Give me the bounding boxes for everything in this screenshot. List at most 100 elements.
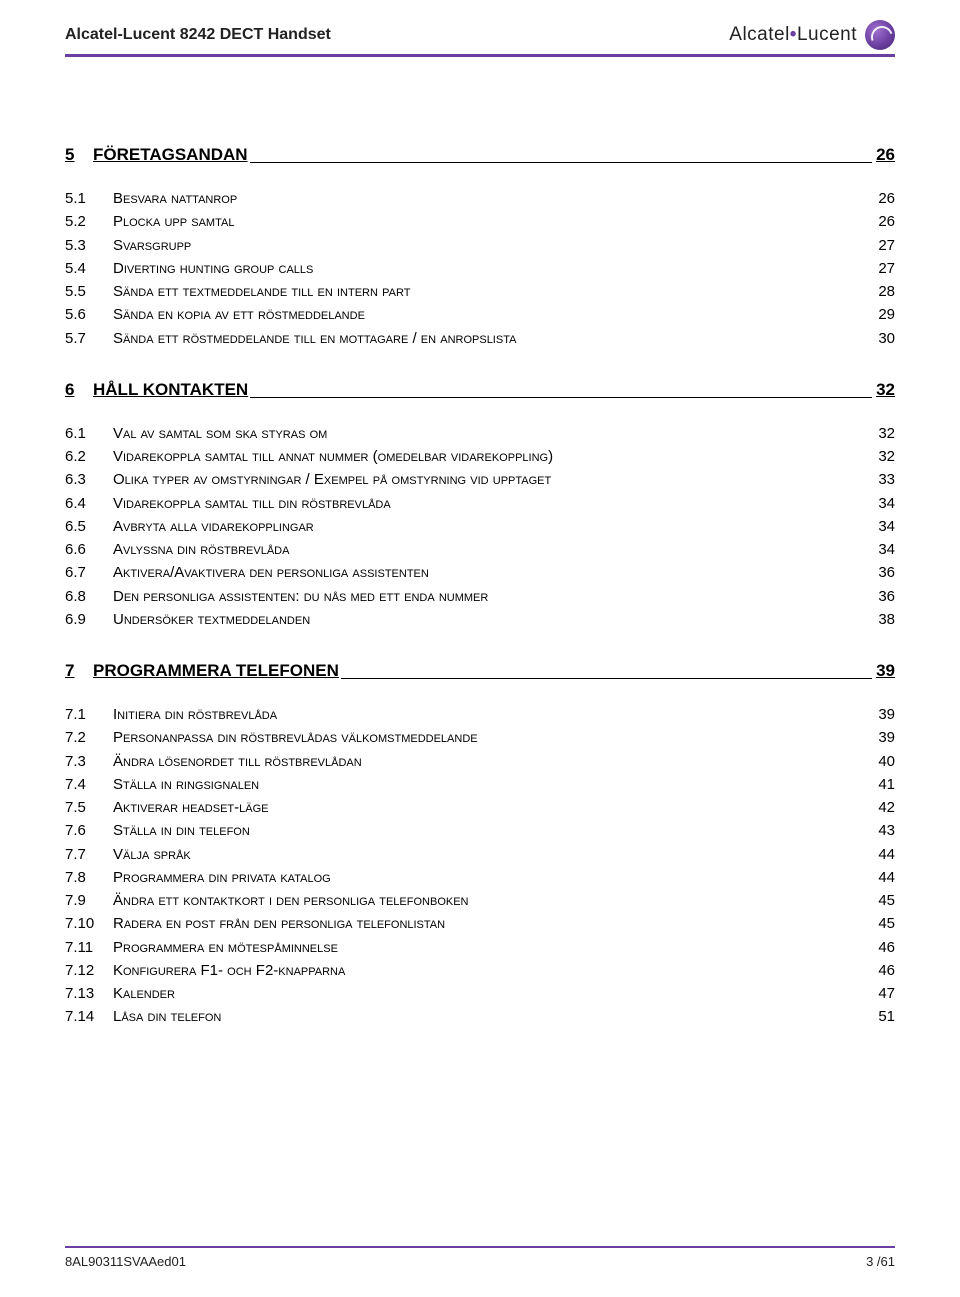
toc-entry-page: 43 [868,819,895,842]
toc-entry-label: Avbryta alla vidarekopplingar [113,515,868,538]
toc-entry-number: 7.6 [65,819,113,842]
toc-entry-label: Ställa in ringsignalen [113,773,868,796]
toc-entry[interactable]: 5.7Sända ett röstmeddelande till en mott… [65,327,895,350]
toc-section-title[interactable]: 7PROGRAMMERA TELEFONEN39 [65,661,895,681]
toc-entry[interactable]: 5.5Sända ett textmeddelande till en inte… [65,280,895,303]
toc-entry[interactable]: 5.3Svarsgrupp27 [65,234,895,257]
toc-entry-label: Diverting hunting group calls [113,257,868,280]
toc-entry-label: Sända en kopia av ett röstmeddelande [113,303,868,326]
toc-entry[interactable]: 5.1Besvara nattanrop26 [65,187,895,210]
toc-entry-number: 5.1 [65,187,113,210]
toc-entry-page: 30 [868,327,895,350]
toc-entry[interactable]: 6.7Aktivera/Avaktivera den personliga as… [65,561,895,584]
toc-entry[interactable]: 7.2Personanpassa din röstbrevlådas välko… [65,726,895,749]
toc-entry-label: Personanpassa din röstbrevlådas välkomst… [113,726,868,749]
toc-entry[interactable]: 6.9Undersöker textmeddelanden38 [65,608,895,631]
toc-leader-line [341,678,872,679]
toc-entry-number: 6.8 [65,585,113,608]
toc-entry-page: 42 [868,796,895,819]
toc-entry-label: Svarsgrupp [113,234,868,257]
toc-entry-page: 28 [868,280,895,303]
toc-entry-page: 32 [868,445,895,468]
toc-section-title[interactable]: 5FÖRETAGSANDAN26 [65,145,895,165]
toc-entry[interactable]: 6.4Vidarekoppla samtal till din röstbrev… [65,492,895,515]
toc-entry[interactable]: 5.6Sända en kopia av ett röstmeddelande2… [65,303,895,326]
toc-entry-page: 32 [868,422,895,445]
toc-entry-label: Radera en post från den personliga telef… [113,912,868,935]
page-header: Alcatel-Lucent 8242 DECT Handset Alcatel… [65,20,895,52]
toc-entry[interactable]: 7.6Ställa in din telefon43 [65,819,895,842]
brand-dot-icon: • [790,24,797,45]
toc-entry[interactable]: 7.11Programmera en mötespåminnelse46 [65,936,895,959]
toc-entry-page: 41 [868,773,895,796]
toc-entry-page: 44 [868,843,895,866]
toc-entry-page: 46 [868,936,895,959]
toc-entry[interactable]: 6.1Val av samtal som ska styras om32 [65,422,895,445]
toc-entry-number: 6.6 [65,538,113,561]
toc-entry-number: 5.6 [65,303,113,326]
toc-entry[interactable]: 7.7Välja språk44 [65,843,895,866]
toc-entry[interactable]: 5.4Diverting hunting group calls27 [65,257,895,280]
toc-section-page: 32 [876,380,895,400]
toc-entry-page: 39 [868,726,895,749]
toc-entry[interactable]: 7.1Initiera din röstbrevlåda39 [65,703,895,726]
toc-entry[interactable]: 6.2Vidarekoppla samtal till annat nummer… [65,445,895,468]
toc-entry-number: 7.3 [65,750,113,773]
toc-entry-label: Ställa in din telefon [113,819,868,842]
toc-section-title[interactable]: 6HÅLL KONTAKTEN 32 [65,380,895,400]
toc-entry-number: 5.2 [65,210,113,233]
toc-entry-page: 46 [868,959,895,982]
toc-entry-label: Plocka upp samtal [113,210,868,233]
toc-entry-number: 7.5 [65,796,113,819]
toc-entry-number: 7.8 [65,866,113,889]
toc-entry[interactable]: 7.14Låsa din telefon51 [65,1005,895,1028]
toc-entry-page: 45 [868,912,895,935]
toc-entry[interactable]: 7.3Ändra lösenordet till röstbrevlådan40 [65,750,895,773]
brand-suffix: Lucent [797,24,857,45]
toc-entry[interactable]: 7.13Kalender47 [65,982,895,1005]
toc-entry[interactable]: 6.3Olika typer av omstyrningar / Exempel… [65,468,895,491]
toc-entry[interactable]: 5.2Plocka upp samtal26 [65,210,895,233]
brand-swirl-icon [865,20,895,50]
toc-entry-label: Avlyssna din röstbrevlåda [113,538,868,561]
toc-entry-page: 27 [868,234,895,257]
toc-entry[interactable]: 6.5Avbryta alla vidarekopplingar34 [65,515,895,538]
toc-section: 7PROGRAMMERA TELEFONEN39 7.1Initiera din … [65,661,895,1029]
toc-entry-label: Aktiverar headset-läge [113,796,868,819]
toc-section: 6HÅLL KONTAKTEN326.1Val av samtal som sk… [65,380,895,631]
toc-entry-number: 6.9 [65,608,113,631]
toc-entry[interactable]: 7.8Programmera din privata katalog44 [65,866,895,889]
toc-entry-number: 6.5 [65,515,113,538]
table-of-contents: 5FÖRETAGSANDAN265.1Besvara nattanrop265.… [65,57,895,1029]
toc-entry-label: Kalender [113,982,868,1005]
brand-prefix: Alcatel [729,24,790,45]
toc-entry[interactable]: 7.4Ställa in ringsignalen41 [65,773,895,796]
toc-entry[interactable]: 6.6Avlyssna din röstbrevlåda34 [65,538,895,561]
toc-entry-number: 6.2 [65,445,113,468]
toc-section-label: HÅLL KONTAKTEN [93,380,248,400]
brand-text: Alcatel•Lucent [729,24,857,46]
toc-entry-page: 26 [868,210,895,233]
footer-row: 8AL90311SVAAed01 3 /61 [65,1254,895,1269]
toc-entry[interactable]: 7.9Ändra ett kontaktkort i den personlig… [65,889,895,912]
toc-section-number: 6 [65,380,93,400]
toc-entry-page: 39 [868,703,895,726]
brand-logo: Alcatel•Lucent [729,20,895,50]
toc-section-number: 7 [65,661,93,681]
toc-entry-number: 7.7 [65,843,113,866]
toc-entry[interactable]: 6.8Den personliga assistenten: du nås me… [65,585,895,608]
toc-entry[interactable]: 7.10Radera en post från den personliga t… [65,912,895,935]
toc-section-page: 26 [876,145,895,165]
toc-entry-number: 6.7 [65,561,113,584]
toc-entry-label: Vidarekoppla samtal till din röstbrevlåd… [113,492,868,515]
toc-entry[interactable]: 7.12Konfigurera F1- och F2-knapparna46 [65,959,895,982]
toc-entry-number: 7.10 [65,912,113,935]
toc-entry-page: 45 [868,889,895,912]
toc-entry-page: 38 [868,608,895,631]
toc-entry-label: Val av samtal som ska styras om [113,422,868,445]
toc-entry[interactable]: 7.5Aktiverar headset-läge42 [65,796,895,819]
toc-entry-number: 7.12 [65,959,113,982]
page-footer: 8AL90311SVAAed01 3 /61 [65,1246,895,1269]
toc-entry-label: Låsa din telefon [113,1005,868,1028]
toc-entry-number: 6.4 [65,492,113,515]
